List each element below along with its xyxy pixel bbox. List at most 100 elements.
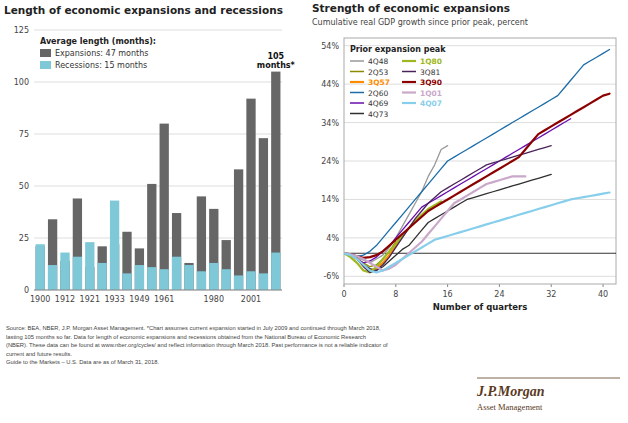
bar [110, 201, 119, 290]
y-tick-label: 100 [14, 78, 29, 87]
grid-line [34, 82, 282, 83]
figure: Length of economic expansions and recess… [0, 0, 628, 423]
y-tick-label: 34% [321, 119, 339, 128]
legend-label: 2Q60 [368, 89, 388, 98]
legend-label: 3Q90 [420, 78, 442, 87]
bar [135, 265, 144, 290]
bar [271, 72, 280, 290]
y-tick-label: 75 [19, 130, 29, 139]
footer-line: lasting 105 months so far. Data for leng… [6, 334, 366, 340]
x-tick-label: 2001 [241, 295, 261, 304]
grid-line [34, 134, 282, 135]
series-line [344, 146, 551, 273]
line-chart: Strength of economic expansions Cumulativ… [312, 2, 616, 312]
legend: Average length (months): Expansions: 47 m… [40, 37, 156, 70]
footer-line: Source: BEA, NBER, J.P. Morgan Asset Man… [6, 325, 381, 331]
series-line [344, 193, 610, 273]
grid-line [344, 237, 616, 238]
bar [271, 253, 280, 290]
series-line [344, 94, 610, 258]
y-tick-label: 4% [326, 234, 339, 243]
footer-line: Guide to the Markets – U.S. Data are as … [6, 359, 159, 365]
bar [60, 253, 69, 290]
legend-line [350, 60, 364, 62]
bar [246, 99, 255, 290]
legend-label: 1Q01 [420, 89, 442, 98]
grid-line [344, 122, 616, 123]
grid-line [34, 238, 282, 239]
bar [98, 263, 107, 290]
legend-line [350, 81, 364, 83]
series-line [344, 50, 610, 257]
x-tick-label: 1933 [104, 295, 124, 304]
x-tick-label: 1900 [30, 295, 50, 304]
legend-line [402, 60, 416, 62]
bar [184, 263, 193, 290]
legend-label: 4Q73 [368, 110, 388, 119]
legend-label: 4Q07 [420, 99, 442, 108]
x-tick-label: 1921 [80, 295, 100, 304]
legend-line [350, 113, 364, 115]
series-line [344, 176, 525, 270]
annotation-line: months* [257, 61, 296, 70]
legend-line [350, 71, 364, 73]
bar [48, 265, 57, 290]
bar [259, 138, 268, 290]
x-tick-label: 24 [494, 290, 504, 299]
legend-title: Average length (months): [40, 37, 156, 46]
y-tick-label: 54% [321, 42, 339, 51]
legend-swatch [40, 61, 51, 69]
y-tick-label: 14% [321, 195, 339, 204]
bar [122, 232, 131, 290]
plot-frame [344, 38, 616, 284]
x-tick-label: 0 [341, 290, 346, 299]
logo-name: J.P.Morgan [476, 384, 545, 399]
legend-label: 2Q53 [368, 68, 388, 77]
legend-line [402, 102, 416, 104]
grid-line [344, 161, 616, 162]
legend-label: Expansions: 47 months [55, 49, 148, 58]
bar [36, 244, 45, 290]
bar [73, 198, 82, 290]
annotation: 105months* [257, 52, 296, 70]
annotation-line: 105 [267, 52, 284, 61]
legend-line [402, 71, 416, 73]
grid-line [34, 290, 282, 291]
bars [36, 72, 281, 290]
bar [222, 269, 231, 290]
x-tick-label: 1961 [154, 295, 174, 304]
legend-line [402, 91, 416, 93]
bar [85, 242, 94, 290]
legend-line [402, 81, 416, 83]
x-tick-label: 40 [598, 290, 608, 299]
bar [147, 267, 156, 290]
legend-label: 4Q69 [368, 99, 388, 108]
grid-line [34, 186, 282, 187]
bar [209, 263, 218, 290]
bar [246, 271, 255, 290]
bar [172, 257, 181, 290]
bar [122, 273, 131, 290]
legend-line [350, 102, 364, 104]
bar [197, 196, 206, 290]
x-tick-label: 1912 [55, 295, 75, 304]
legend-title: Prior expansion peak [350, 45, 446, 54]
bar [135, 248, 144, 290]
bar [184, 265, 193, 290]
lines [344, 50, 616, 273]
x-tick-label: 1949 [129, 295, 149, 304]
legend-line [350, 92, 364, 94]
y-tick-label: 24% [321, 157, 339, 166]
bar [147, 184, 156, 290]
y-tick-label: 125 [14, 26, 29, 35]
x-tick-label: 8 [393, 290, 398, 299]
chart-title: Strength of economic expansions [312, 2, 510, 14]
bar [98, 246, 107, 290]
chart-subtitle: Cumulative real GDP growth since prior p… [312, 18, 528, 27]
legend-label: 3Q81 [420, 68, 440, 77]
x-tick-label: 1980 [204, 295, 224, 304]
logo-tagline: Asset Management [477, 402, 543, 412]
grid-line [344, 276, 616, 277]
bar [160, 124, 169, 290]
footer: Source: BEA, NBER, J.P. Morgan Asset Man… [6, 325, 620, 412]
